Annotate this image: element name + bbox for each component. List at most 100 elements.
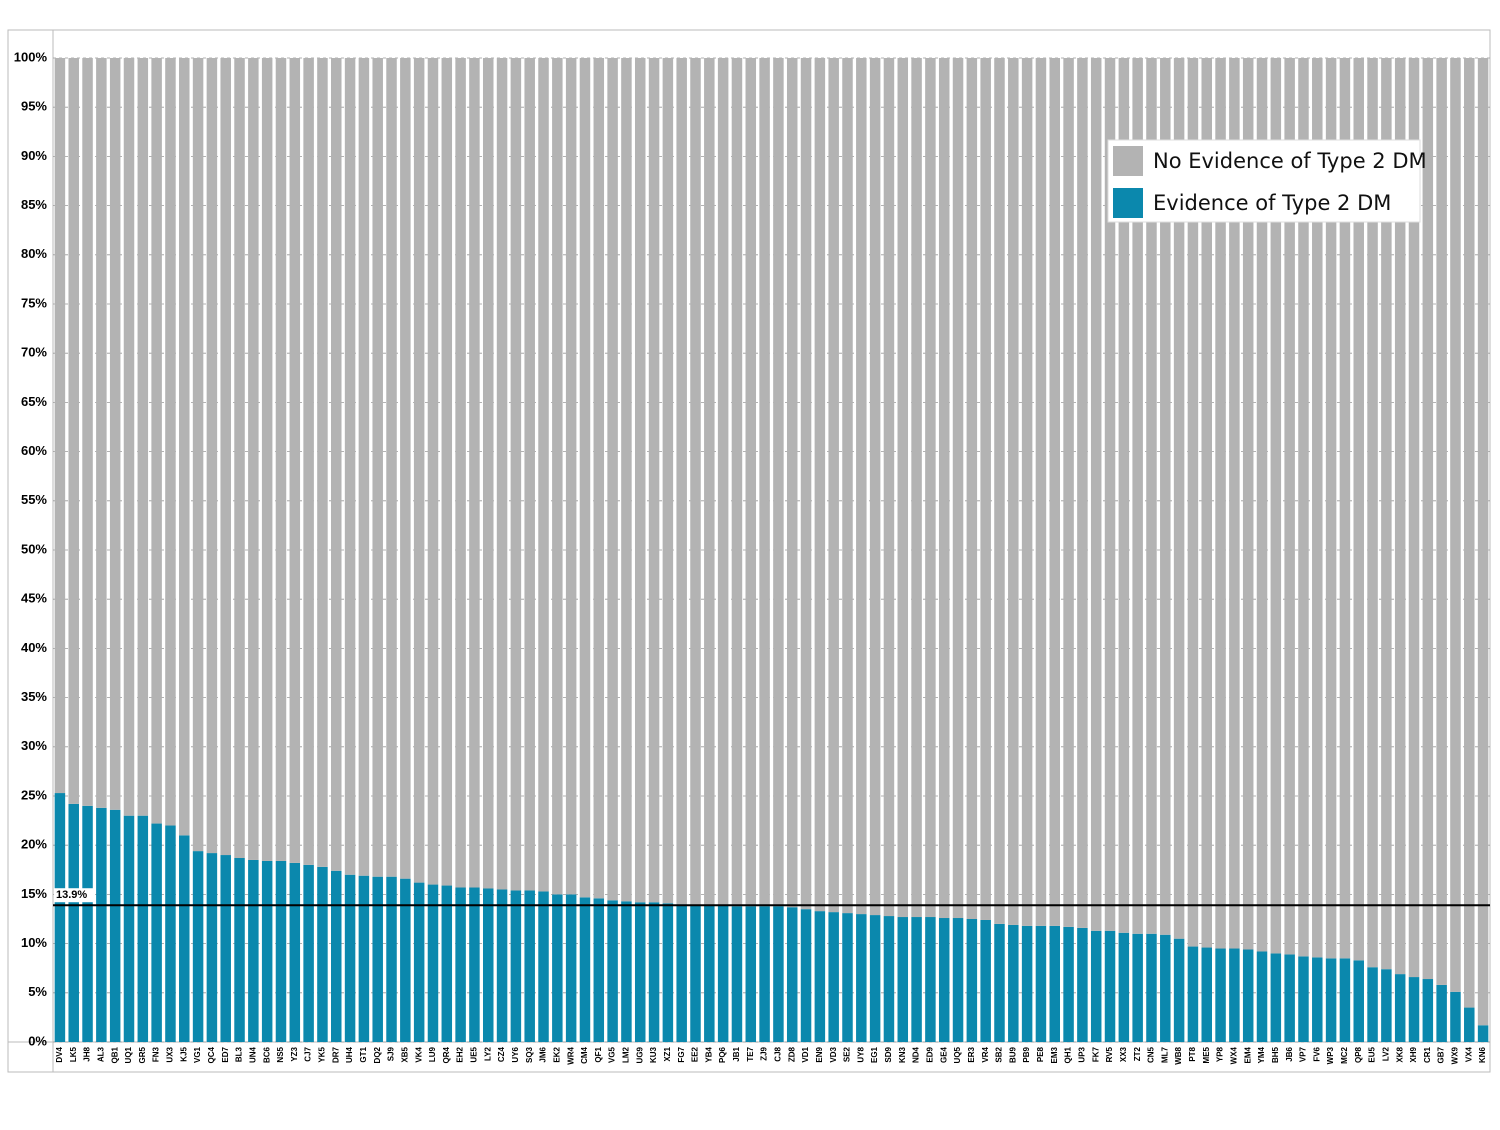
x-tick-label: BL3	[235, 1046, 244, 1062]
bar-segment	[372, 876, 383, 1042]
reference-label: 13.9%	[56, 889, 87, 901]
x-tick-label: GT1	[359, 1046, 368, 1062]
bar-segment	[234, 58, 245, 858]
bar-segment	[289, 862, 301, 1042]
bar-segment	[317, 866, 328, 1042]
bar-segment	[538, 891, 549, 1042]
x-tick-label: CJ8	[774, 1046, 783, 1061]
bar-segment	[1464, 58, 1475, 1008]
x-tick-label: XX3	[1119, 1046, 1128, 1062]
bar-segment	[455, 887, 466, 1042]
bar-segment	[1215, 948, 1226, 1042]
bar-segment	[1339, 958, 1351, 1042]
x-tick-label: ER3	[967, 1046, 976, 1062]
x-tick-label: CJ7	[304, 1046, 313, 1061]
bar-segment	[455, 58, 466, 888]
bar-segment	[938, 918, 950, 1042]
bar-segment	[1049, 58, 1061, 926]
bar-segment	[1173, 58, 1185, 939]
bar-segment	[331, 870, 342, 1042]
bar-segment	[1077, 58, 1088, 928]
bar-segment	[1035, 925, 1047, 1042]
y-tick-label: 25%	[21, 787, 47, 802]
bar-segment	[510, 890, 522, 1042]
bar-segment	[1229, 948, 1240, 1042]
y-tick-label: 10%	[21, 935, 47, 950]
bar-segment	[759, 58, 770, 907]
y-tick-label: 60%	[21, 443, 47, 458]
x-tick-label: YP8	[1216, 1046, 1225, 1062]
bar-segment	[925, 917, 936, 1042]
bar-segment	[1160, 58, 1171, 935]
bar-segment	[1284, 954, 1295, 1042]
bar-segment	[1312, 957, 1323, 1042]
x-tick-label: UP3	[1077, 1046, 1086, 1062]
bar-segment	[1118, 58, 1130, 933]
bar-segment	[358, 875, 370, 1042]
bar-segment	[842, 913, 853, 1042]
x-tick-label: JM6	[539, 1046, 548, 1062]
bar-segment	[1256, 58, 1268, 952]
bar-segment	[994, 58, 1005, 924]
bar-segment	[828, 912, 839, 1042]
y-tick-label: 75%	[21, 295, 47, 310]
bar-segment	[1242, 949, 1254, 1042]
x-tick-label: CR1	[1423, 1046, 1432, 1063]
x-tick-label: DV4	[55, 1046, 64, 1062]
x-tick-label: ME5	[1202, 1046, 1211, 1063]
bar-segment	[1450, 58, 1461, 992]
bar-segment	[413, 882, 425, 1042]
x-tick-label: UY6	[511, 1046, 520, 1062]
bar-segment	[842, 58, 853, 914]
x-tick-label: GB7	[1437, 1046, 1446, 1063]
y-tick-label: 50%	[21, 541, 47, 556]
y-tick-label: 65%	[21, 394, 47, 409]
x-tick-label: XZ1	[663, 1046, 672, 1061]
bar-segment	[1077, 927, 1088, 1042]
x-tick-label: ND4	[912, 1046, 921, 1063]
bar-segment	[1381, 58, 1392, 970]
bar-segment	[54, 793, 66, 1042]
bar-segment	[441, 58, 453, 886]
bar-segment	[68, 58, 79, 804]
bar-segment	[427, 884, 439, 1042]
x-tick-label: WB8	[1174, 1046, 1183, 1064]
x-tick-label: FV6	[1312, 1046, 1321, 1061]
bar-segment	[731, 906, 743, 1042]
bar-segment	[593, 898, 605, 1042]
bar-segment	[1187, 58, 1199, 947]
x-tick-label: TE7	[746, 1046, 755, 1061]
bar-segment	[151, 58, 162, 824]
bar-segment	[856, 58, 867, 915]
bar-segment	[1339, 58, 1351, 959]
x-tick-label: EH2	[456, 1046, 465, 1062]
x-tick-label: JB6	[1285, 1046, 1294, 1061]
bar-segment	[1008, 58, 1019, 925]
bar-segment	[966, 919, 978, 1042]
x-tick-label: PT8	[1188, 1046, 1197, 1061]
bar-segment	[400, 58, 411, 879]
bar-segment	[856, 914, 867, 1042]
x-tick-label: NS5	[276, 1046, 285, 1062]
bar-segment	[1422, 58, 1434, 980]
bar-segment	[165, 58, 176, 826]
bar-segment	[510, 58, 522, 891]
bar-segment	[966, 58, 978, 919]
bar-segment	[634, 902, 646, 1042]
x-tick-label: VR4	[981, 1046, 990, 1062]
bar-segment	[1021, 58, 1033, 926]
x-tick-label: VK4	[414, 1046, 423, 1062]
y-tick-label: 15%	[21, 886, 47, 901]
bar-segment	[745, 906, 757, 1042]
x-tick-label: BC6	[262, 1046, 271, 1063]
bar-segment	[648, 902, 660, 1042]
bar-segment	[1173, 938, 1185, 1042]
x-tick-label: YM4	[1257, 1046, 1266, 1063]
bar-segment	[579, 897, 591, 1042]
x-tick-label: VG5	[608, 1046, 617, 1063]
bar-segment	[607, 900, 618, 1042]
bar-segment	[482, 888, 494, 1042]
bar-segment	[579, 58, 591, 898]
bar-segment	[1325, 958, 1337, 1042]
